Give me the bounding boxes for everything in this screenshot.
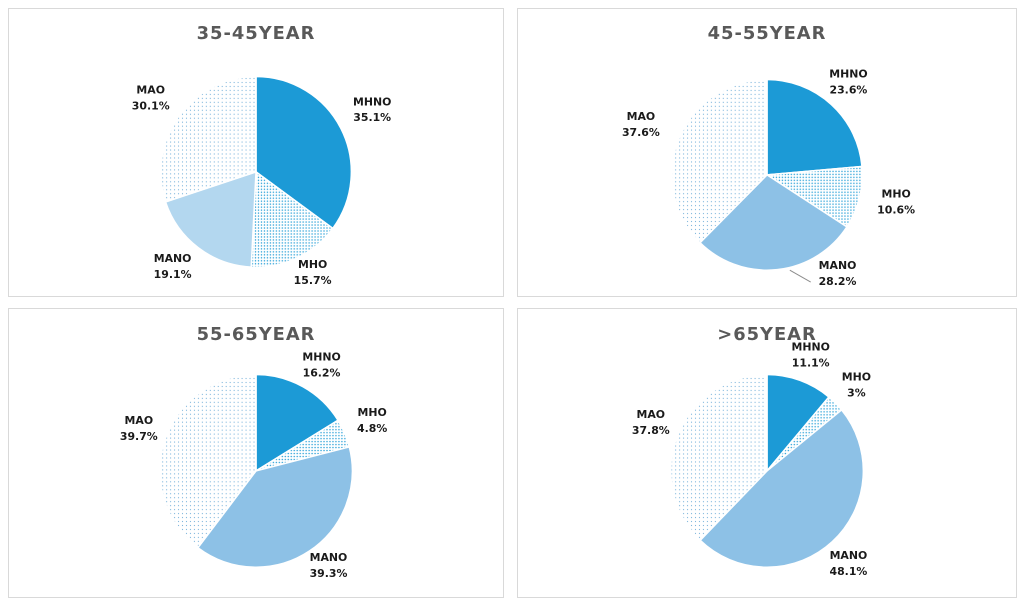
slice-label-mao: MAO xyxy=(136,83,165,96)
chart-title: 55-65YEAR xyxy=(197,324,316,345)
slice-value-mho: 15.7% xyxy=(294,274,332,287)
pie-slice-mao xyxy=(158,373,257,549)
slice-value-mao: 37.6% xyxy=(622,126,660,139)
pie-slice-mhno xyxy=(255,373,340,473)
pie-slice-mao xyxy=(670,78,768,244)
slice-value-mho: 4.8% xyxy=(357,422,387,435)
slice-value-mhno: 35.1% xyxy=(353,111,391,124)
slice-label-mhno: MHNO xyxy=(302,351,340,364)
slice-value-mano: 19.1% xyxy=(154,268,192,281)
pie-chart-svg: 55-65YEAR MHNO 16.2% MHO 4.8% MANO 39.3% MAO 39… xyxy=(120,324,387,580)
slice-label-mao: MAO xyxy=(637,408,666,421)
slice-value-mano: 28.2% xyxy=(819,275,857,288)
slice-value-mho: 10.6% xyxy=(877,204,915,217)
pie-chart-35-45: 35-45YEAR MHNO 35.1% MHO 15.7% MANO 19.1% MAO 3… xyxy=(8,8,504,297)
slice-label-mao: MAO xyxy=(627,110,656,123)
slice-label-mho: MHO xyxy=(881,188,910,201)
chart-title: 35-45YEAR xyxy=(197,23,316,44)
slice-label-mano: MANO xyxy=(310,551,348,564)
pie-slice-mhno xyxy=(766,78,863,176)
pie-slice-mao xyxy=(159,75,257,203)
pie-slice-mano xyxy=(699,408,865,568)
slice-value-mhno: 11.1% xyxy=(792,357,830,370)
slice-label-mano: MANO xyxy=(819,259,857,272)
pie-chart-svg: 35-45YEAR MHNO 35.1% MHO 15.7% MANO 19.1% MAO 3… xyxy=(132,23,392,287)
chart-title: 45-55YEAR xyxy=(708,23,827,44)
pie-slice-mhno xyxy=(255,75,353,230)
slice-value-mao: 39.7% xyxy=(120,430,158,443)
slice-label-mhno: MHNO xyxy=(829,68,867,81)
pie-chart-svg: >65YEAR MHNO 11.1% MHO 3% MANO 48.1% MAO 37.8% xyxy=(632,324,871,578)
pie-slice-mho xyxy=(250,170,334,268)
slice-value-mao: 30.1% xyxy=(132,99,170,112)
slice-label-mho: MHO xyxy=(842,371,871,384)
pie-slice-mano xyxy=(164,170,257,268)
pie-chart-svg: 45-55YEAR MHNO 23.6% MHO 10.6% MANO 28.2% MAO 3… xyxy=(622,23,915,288)
chart-title: >65YEAR xyxy=(717,324,816,345)
pie-chart-45-55: 45-55YEAR MHNO 23.6% MHO 10.6% MANO 28.2% MAO 3… xyxy=(517,8,1017,297)
pie-slice-mano xyxy=(698,173,848,271)
pie-slice-mhno xyxy=(766,373,830,473)
slice-value-mao: 37.8% xyxy=(632,424,670,437)
pie-slice-mano xyxy=(196,446,354,568)
slice-value-mano: 48.1% xyxy=(830,565,868,578)
slice-label-mano: MANO xyxy=(154,252,192,265)
slice-label-mhno: MHNO xyxy=(792,341,830,354)
leader-line xyxy=(789,269,811,283)
slice-value-mano: 39.3% xyxy=(310,567,348,580)
slice-label-mhno: MHNO xyxy=(353,95,391,108)
slice-label-mao: MAO xyxy=(125,414,154,427)
slice-value-mhno: 16.2% xyxy=(303,367,341,380)
pie-slice-mao xyxy=(670,373,768,542)
pie-chart-55-65: 55-65YEAR MHNO 16.2% MHO 4.8% MANO 39.3% MAO 39… xyxy=(8,308,504,598)
pie-chart-over-65: >65YEAR MHNO 11.1% MHO 3% MANO 48.1% MAO 37.8% xyxy=(517,308,1017,598)
slice-value-mhno: 23.6% xyxy=(830,83,868,96)
slice-label-mano: MANO xyxy=(830,549,868,562)
slice-value-mho: 3% xyxy=(847,386,866,399)
slice-label-mho: MHO xyxy=(298,258,327,271)
slice-label-mho: MHO xyxy=(358,406,387,419)
